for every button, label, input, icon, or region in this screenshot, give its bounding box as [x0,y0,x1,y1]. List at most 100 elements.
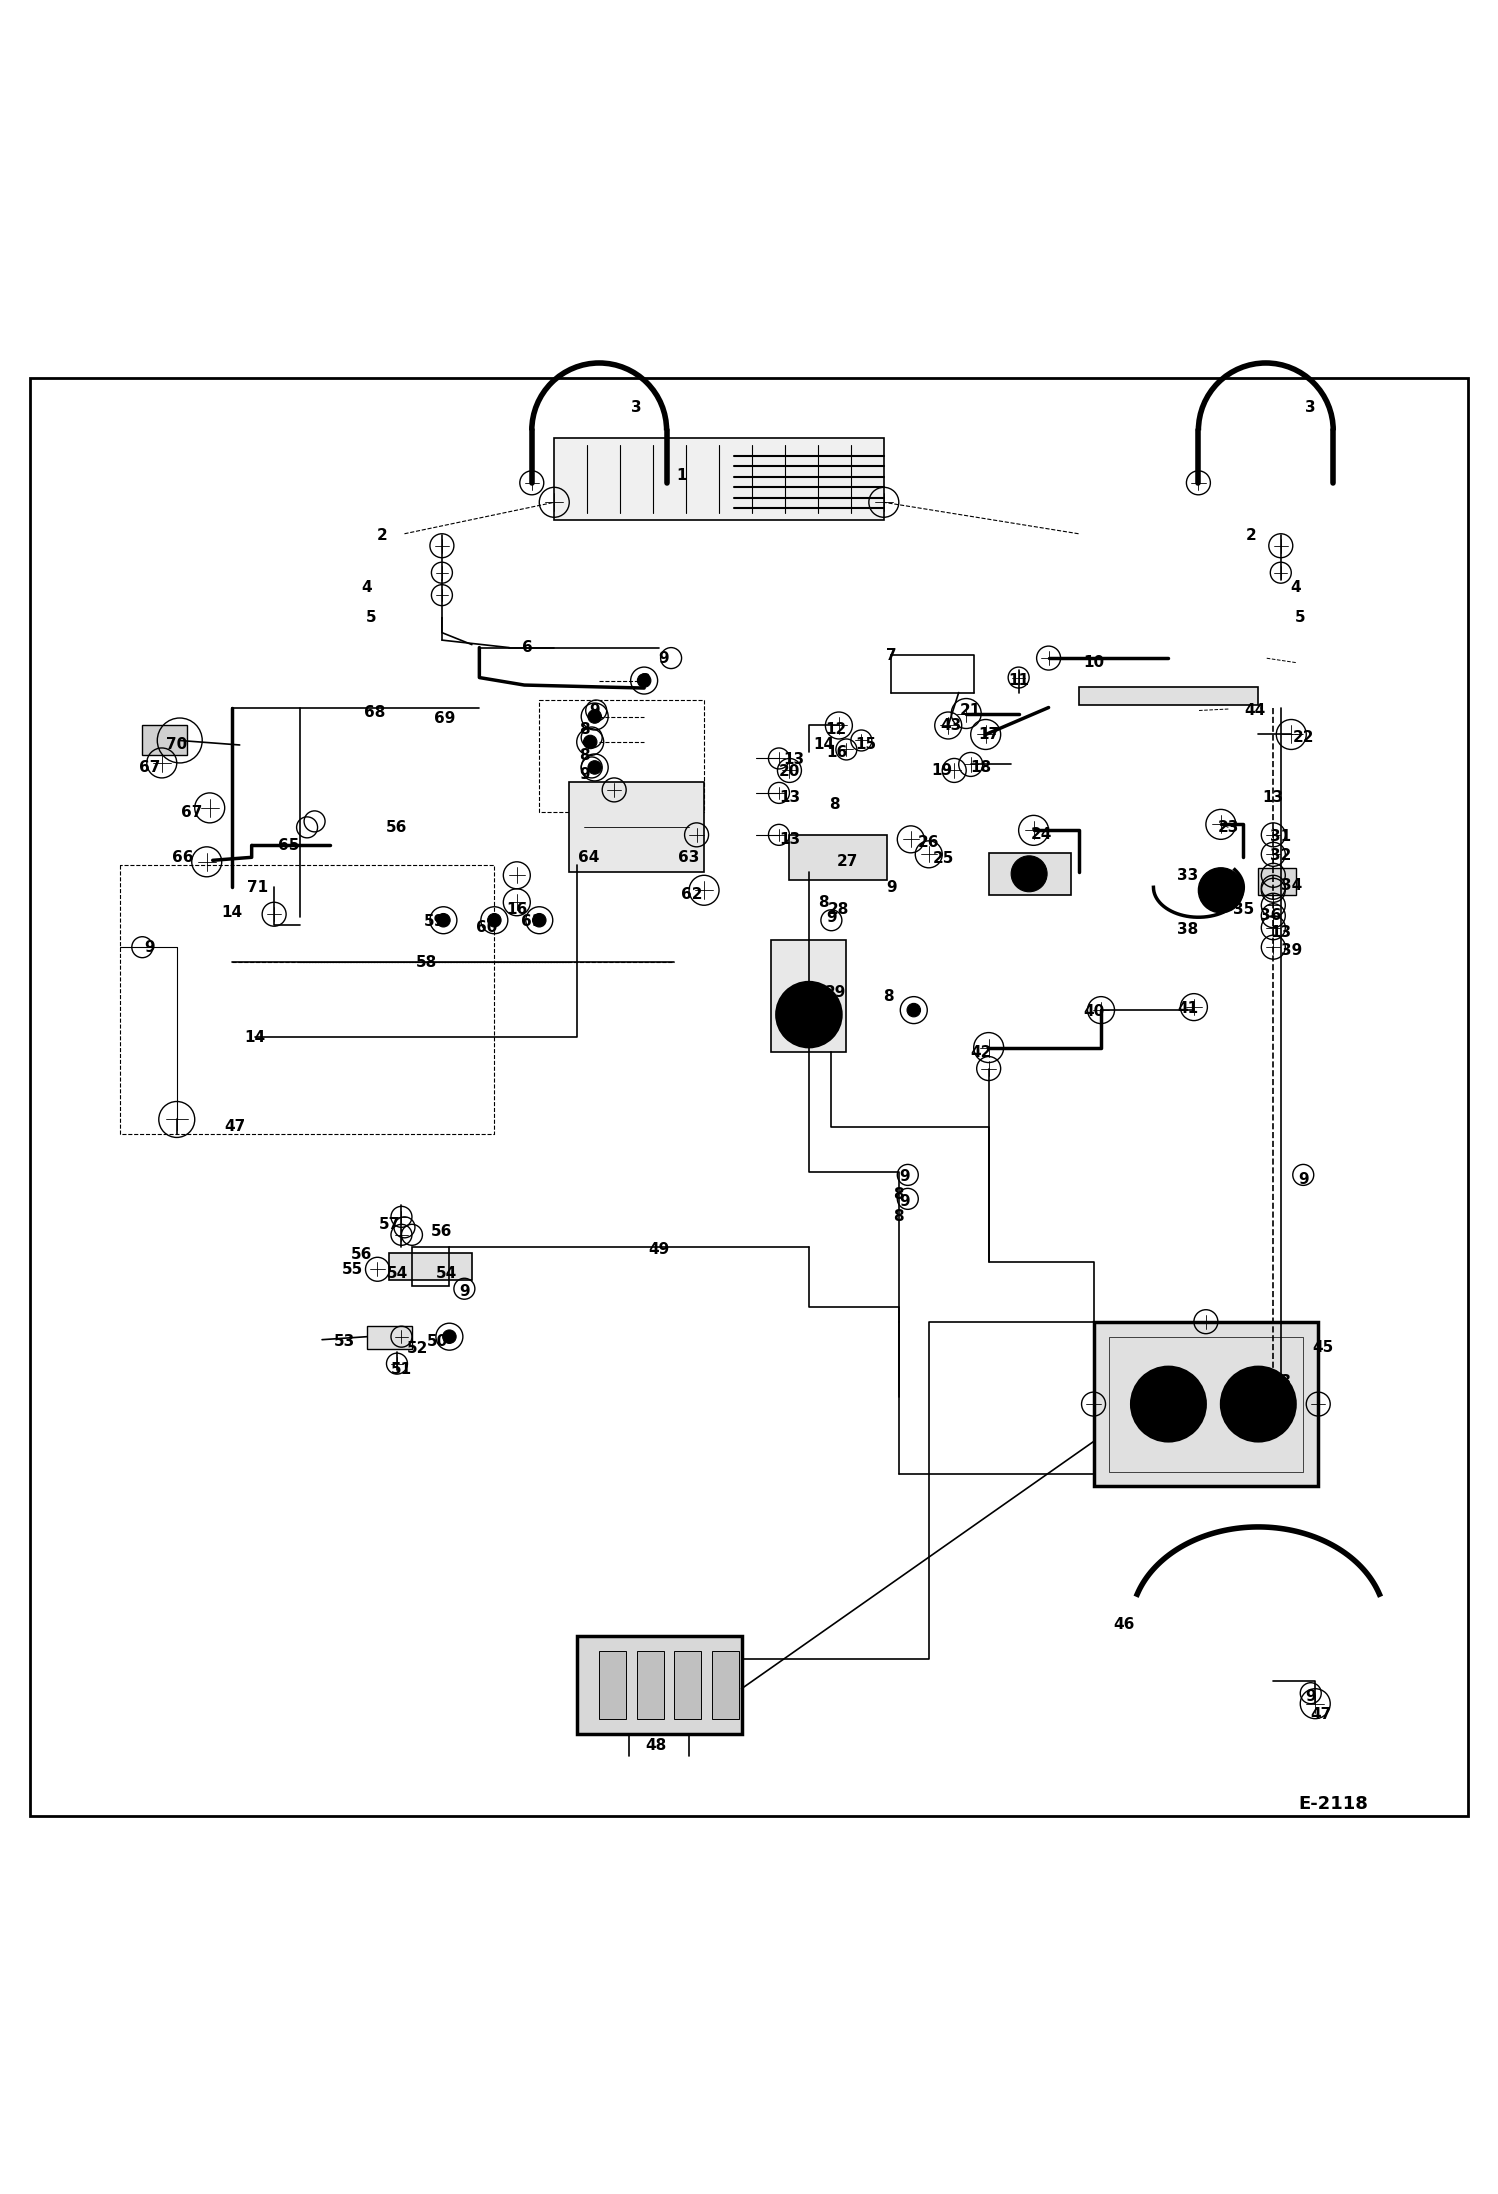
Circle shape [1011,856,1047,891]
Bar [554,439,884,520]
Text: 2: 2 [376,529,388,542]
Text: 8: 8 [893,1187,905,1202]
Text: 61: 61 [521,915,542,930]
Text: 28: 28 [828,902,849,917]
Text: 49: 49 [649,1242,670,1257]
Text: 56: 56 [351,1246,372,1262]
Text: 65: 65 [279,838,300,853]
Circle shape [533,913,545,928]
Circle shape [437,913,449,928]
Circle shape [587,761,601,774]
Text: 43: 43 [941,717,962,733]
Text: 56: 56 [386,821,407,836]
Text: 2: 2 [1245,529,1257,542]
Text: 59: 59 [424,915,445,930]
Bar [142,726,187,755]
Circle shape [1198,869,1243,913]
Circle shape [443,1330,455,1343]
Text: 3: 3 [1305,402,1317,415]
Text: 40: 40 [1083,1005,1104,1020]
Text: 32: 32 [1270,849,1291,862]
Text: 7: 7 [885,647,897,663]
Bar [599,1652,626,1718]
Text: 9: 9 [885,880,897,895]
Text: 41: 41 [1177,1000,1198,1016]
Text: 71: 71 [247,880,268,895]
Circle shape [1221,1367,1296,1441]
Text: 15: 15 [855,737,876,753]
Text: 57: 57 [379,1218,400,1231]
Text: 30: 30 [1016,873,1037,886]
Text: 54: 54 [386,1266,407,1281]
Circle shape [488,913,500,928]
Bar [1109,1336,1303,1472]
Text: 9: 9 [899,1169,911,1185]
Text: 36: 36 [1260,908,1281,924]
Text: 9: 9 [1305,1689,1317,1705]
Bar [789,836,887,880]
Text: 25: 25 [933,851,954,867]
Text: 70: 70 [166,737,187,753]
Bar [771,939,846,1053]
Text: 37: 37 [1203,882,1224,897]
Bar [637,1652,664,1718]
Text: 67: 67 [139,759,160,774]
Bar [389,1253,472,1279]
Bar [569,783,704,873]
Circle shape [638,674,650,687]
Text: 13: 13 [1270,924,1291,939]
Text: 45: 45 [1312,1341,1333,1354]
Text: 8: 8 [828,796,840,812]
Text: 8: 8 [818,895,830,911]
Circle shape [587,711,601,724]
Text: 54: 54 [436,1266,457,1281]
Text: 13: 13 [779,790,800,805]
Text: 16: 16 [827,746,848,759]
Text: 18: 18 [971,759,992,774]
Text: 9: 9 [589,702,601,717]
Text: 12: 12 [825,722,846,737]
Text: 17: 17 [978,726,999,742]
Bar [1079,687,1258,704]
Text: 14: 14 [244,1029,265,1044]
Text: 38: 38 [1177,921,1198,937]
Text: 14: 14 [813,737,834,753]
Bar [577,1637,742,1733]
Text: 23: 23 [1218,821,1239,836]
Text: 58: 58 [416,954,437,970]
Text: 39: 39 [1281,943,1302,959]
Text: 9: 9 [899,1194,911,1209]
Text: 8: 8 [882,989,894,1005]
Text: 48: 48 [646,1738,667,1753]
Text: 47: 47 [1311,1707,1332,1722]
Text: 69: 69 [434,711,455,726]
Text: 9: 9 [658,652,670,665]
Text: 63: 63 [679,849,700,864]
Text: 68: 68 [364,704,385,720]
Text: 19: 19 [932,764,953,779]
Text: 22: 22 [1293,731,1314,746]
Text: 11: 11 [1008,674,1029,689]
Text: 5: 5 [366,610,377,625]
Text: 9: 9 [825,911,837,924]
Text: 60: 60 [476,919,497,935]
Text: 13: 13 [1270,1373,1291,1389]
Text: 13: 13 [779,832,800,847]
Text: 24: 24 [1031,827,1052,842]
Text: 8: 8 [893,1209,905,1224]
Text: 9: 9 [144,939,156,954]
Text: 20: 20 [779,764,800,779]
Text: 51: 51 [391,1362,412,1378]
Bar [1258,869,1296,895]
Text: 50: 50 [427,1334,448,1349]
Circle shape [1131,1367,1206,1441]
Text: 9: 9 [1297,1172,1309,1187]
Text: 21: 21 [960,702,981,717]
Text: 13: 13 [1263,790,1284,805]
Text: 8: 8 [578,748,590,764]
Text: 1: 1 [676,467,688,483]
Text: 44: 44 [1245,702,1266,717]
Text: 9: 9 [458,1283,470,1299]
Text: 8: 8 [578,722,590,737]
Text: 10: 10 [1083,656,1104,669]
